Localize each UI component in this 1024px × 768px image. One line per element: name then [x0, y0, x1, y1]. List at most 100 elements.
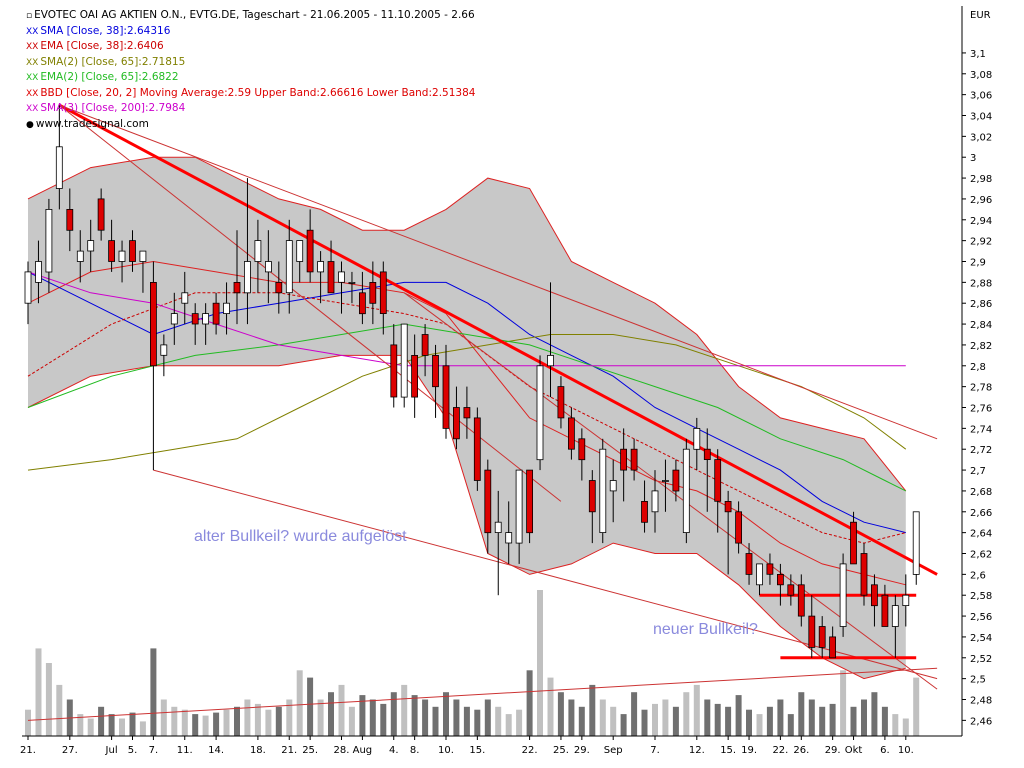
- legend-marker-icon: XX: [26, 104, 39, 114]
- y-tick-label: 2,88: [970, 278, 992, 289]
- legend-item: XX BBD [Close, 20, 2] Moving Average:2.59…: [26, 86, 476, 99]
- volume-bar: [181, 709, 188, 736]
- candle-body: [473, 417, 481, 481]
- legend-item: XX SMA(3) [Close, 200]:2.7984: [26, 102, 186, 114]
- candle-body: [484, 469, 492, 534]
- volume-bar: [422, 699, 429, 736]
- volume-bar: [348, 706, 355, 736]
- bollinger-middle-line: [27, 260, 906, 586]
- candle-body: [777, 574, 784, 586]
- candle-body: [442, 365, 450, 429]
- candle-body: [547, 354, 554, 367]
- candle-body: [609, 480, 617, 492]
- candle-body: [97, 198, 105, 231]
- volume-bar: [610, 706, 617, 736]
- candle-body: [714, 459, 722, 502]
- volume-bar: [766, 706, 773, 736]
- x-tick-label: 18.: [250, 745, 266, 756]
- candle-body: [275, 281, 283, 294]
- x-tick-label: 15.: [469, 745, 485, 756]
- candle-body: [662, 480, 669, 482]
- volume-bar: [192, 714, 199, 736]
- volume-bar: [296, 670, 303, 736]
- volume-bar: [589, 684, 596, 736]
- y-tick-label: 2,9: [970, 258, 986, 269]
- candle-body: [494, 521, 502, 534]
- y-tick-label: 3,1: [970, 49, 986, 60]
- y-tick-label: 2,64: [970, 529, 992, 540]
- volume-bar: [35, 648, 42, 736]
- volume-bar: [578, 706, 585, 736]
- candle-body: [839, 563, 847, 627]
- y-tick-label: 2,5: [970, 675, 986, 686]
- volume-bar: [683, 692, 690, 736]
- candle-body: [829, 636, 836, 659]
- volume-bar: [902, 718, 909, 736]
- y-tick-label: 2,72: [970, 445, 992, 456]
- x-tick-label: 15.: [720, 745, 736, 756]
- volume-bar: [213, 712, 220, 736]
- y-tick-label: 3,06: [970, 91, 992, 102]
- y-tick-label: 2,46: [970, 716, 992, 727]
- volume-bar: [892, 714, 899, 736]
- candle-body: [66, 208, 74, 231]
- x-tick-label: 6.: [880, 745, 890, 756]
- volume-bar: [662, 699, 669, 736]
- trendline-upper-channel: [59, 104, 938, 440]
- x-tick-label: 29.: [574, 745, 590, 756]
- volume-bar: [850, 706, 857, 736]
- volume-bar: [526, 670, 533, 736]
- y-tick-label: 2,84: [970, 320, 992, 331]
- x-tick-label: 5.: [128, 745, 138, 756]
- candle-body: [390, 344, 398, 398]
- y-tick-label: 2,86: [970, 299, 992, 310]
- candle-body: [651, 490, 659, 513]
- volume-bar: [45, 663, 52, 736]
- candle-body: [254, 240, 262, 262]
- legend-marker-icon: XX: [26, 57, 39, 68]
- volume-bar: [505, 714, 512, 736]
- candle-body: [87, 240, 95, 252]
- candle-body: [327, 261, 335, 294]
- volume-bar: [265, 709, 272, 736]
- y-tick-label: 2,92: [970, 237, 992, 248]
- volume-bar: [871, 692, 878, 736]
- volume-bar: [328, 692, 334, 736]
- candle-body: [432, 354, 439, 388]
- volume-bar: [463, 706, 470, 736]
- candle-body: [170, 313, 178, 325]
- legend-source: ● www.tradesignal.com: [26, 117, 149, 130]
- candle-body: [181, 292, 189, 304]
- trendline-main-downtrend: [58, 103, 938, 576]
- volume-bar: [307, 677, 314, 736]
- x-tick-label: 10.: [438, 745, 454, 756]
- x-tick-label: Aug: [353, 745, 373, 756]
- y-tick-label: 2,82: [970, 341, 992, 352]
- candle-body: [818, 626, 826, 648]
- candle-body: [568, 417, 575, 450]
- x-tick-label: 10.: [898, 745, 914, 756]
- x-tick-label: 4.: [389, 745, 399, 756]
- volume-bar: [861, 699, 867, 736]
- volume-bar: [202, 715, 209, 736]
- candle-body: [223, 302, 230, 315]
- volume-bar: [840, 670, 847, 736]
- volume-bar: [25, 709, 31, 736]
- candle-body: [526, 469, 533, 534]
- annotation-alter-bullkeil: alter Bullkeil? wurde aufgelöst: [194, 528, 407, 545]
- volume-bar: [286, 699, 293, 736]
- volume-bar: [537, 590, 543, 736]
- legend-item: XX SMA(2) [Close, 65]:2.71815: [26, 55, 186, 68]
- y-tick-label: 2,98: [970, 174, 992, 185]
- volume-bar: [129, 712, 136, 736]
- candle-body: [808, 615, 816, 648]
- x-tick-label: 22.: [522, 745, 538, 756]
- candle-body: [735, 511, 742, 544]
- candle-body: [285, 240, 293, 294]
- candle-body: [703, 448, 711, 461]
- y-tick-label: 2,54: [970, 633, 992, 644]
- indicator-line: [27, 323, 907, 492]
- volume-bar: [568, 699, 575, 736]
- candle-body: [35, 261, 42, 283]
